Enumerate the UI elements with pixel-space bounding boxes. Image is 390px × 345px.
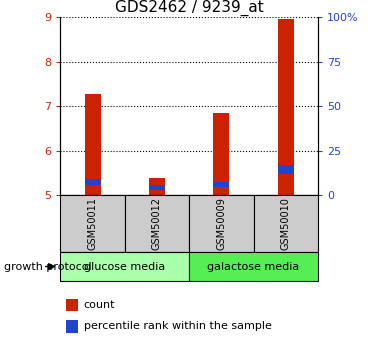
- Text: GSM50012: GSM50012: [152, 197, 162, 250]
- Bar: [278, 19, 294, 195]
- Bar: [85, 179, 101, 185]
- Bar: [125, 195, 189, 252]
- Text: growth protocol: growth protocol: [4, 262, 92, 272]
- Text: GSM50011: GSM50011: [88, 197, 98, 250]
- Text: GSM50010: GSM50010: [281, 197, 291, 250]
- Bar: [189, 195, 254, 252]
- Text: glucose media: glucose media: [84, 262, 165, 272]
- Bar: [60, 252, 189, 281]
- Text: percentile rank within the sample: percentile rank within the sample: [83, 322, 271, 332]
- Bar: [85, 93, 101, 195]
- Title: GDS2462 / 9239_at: GDS2462 / 9239_at: [115, 0, 264, 16]
- Bar: [66, 299, 78, 311]
- Bar: [189, 252, 318, 281]
- Bar: [66, 320, 78, 333]
- Text: GSM50009: GSM50009: [216, 197, 226, 250]
- Text: count: count: [83, 300, 115, 310]
- Bar: [213, 113, 229, 195]
- Bar: [254, 195, 318, 252]
- Bar: [60, 195, 125, 252]
- Text: galactose media: galactose media: [207, 262, 300, 272]
- Bar: [213, 181, 229, 187]
- Bar: [149, 185, 165, 190]
- Bar: [149, 178, 165, 195]
- Bar: [278, 165, 294, 175]
